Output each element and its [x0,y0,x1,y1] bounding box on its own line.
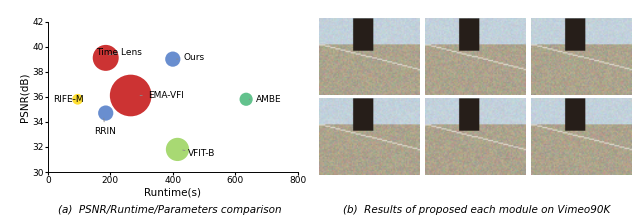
Point [100,111,111,115]
Text: (b)  Results of proposed each module on Vimeo90K: (b) Results of proposed each module on V… [343,205,611,215]
Text: AMBE: AMBE [249,95,281,104]
Text: EMA-VFI: EMA-VFI [140,91,184,100]
Text: (a)  PSNR/Runtime/Parameters comparison: (a) PSNR/Runtime/Parameters comparison [58,205,282,215]
Text: RRIN: RRIN [94,118,116,136]
Point [168,57,178,61]
Point [172,148,182,151]
Y-axis label: PSNR(dB): PSNR(dB) [20,72,29,121]
Text: Time Lens: Time Lens [97,48,142,57]
Point [241,98,252,101]
Point [72,98,83,101]
Text: RIFE-M: RIFE-M [52,95,83,104]
Point [100,56,111,60]
Text: VFIT-B: VFIT-B [183,149,215,158]
Point [125,94,136,97]
Text: Ours: Ours [177,53,205,62]
X-axis label: Runtime(s): Runtime(s) [144,188,202,198]
